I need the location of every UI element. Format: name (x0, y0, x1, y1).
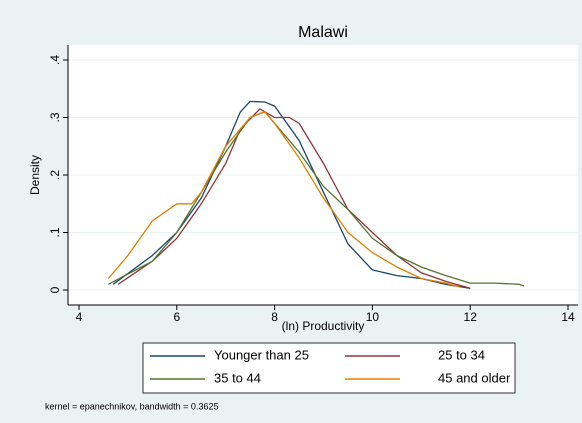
y-tick-label: 0 (48, 286, 62, 293)
chart-title: Malawi (298, 24, 348, 41)
density-line (107, 111, 461, 288)
x-tick-label: 12 (464, 310, 478, 324)
density-line (117, 108, 471, 289)
legend-label: 35 to 44 (214, 370, 261, 385)
legend-label: Younger than 25 (214, 347, 309, 362)
x-tick-label: 6 (173, 310, 180, 324)
x-tick-label: 14 (561, 310, 575, 324)
x-tick-label: 10 (366, 310, 380, 324)
note: kernel = epanechnikov, bandwidth = 0.362… (45, 401, 218, 411)
y-tick-label: .2 (48, 170, 62, 180)
density-line (112, 100, 471, 289)
legend-label: 45 and older (438, 370, 511, 385)
legend-box (142, 342, 516, 394)
y-tick-label: .3 (48, 112, 62, 122)
y-axis-label: Density (28, 155, 42, 195)
y-tick-label: .4 (48, 55, 62, 65)
x-axis-label: (ln) Productivity (282, 319, 365, 333)
x-tick-label: 4 (76, 310, 83, 324)
x-tick-label: 8 (271, 310, 278, 324)
y-tick-label: .1 (48, 227, 62, 237)
legend-label: 25 to 34 (438, 347, 485, 362)
